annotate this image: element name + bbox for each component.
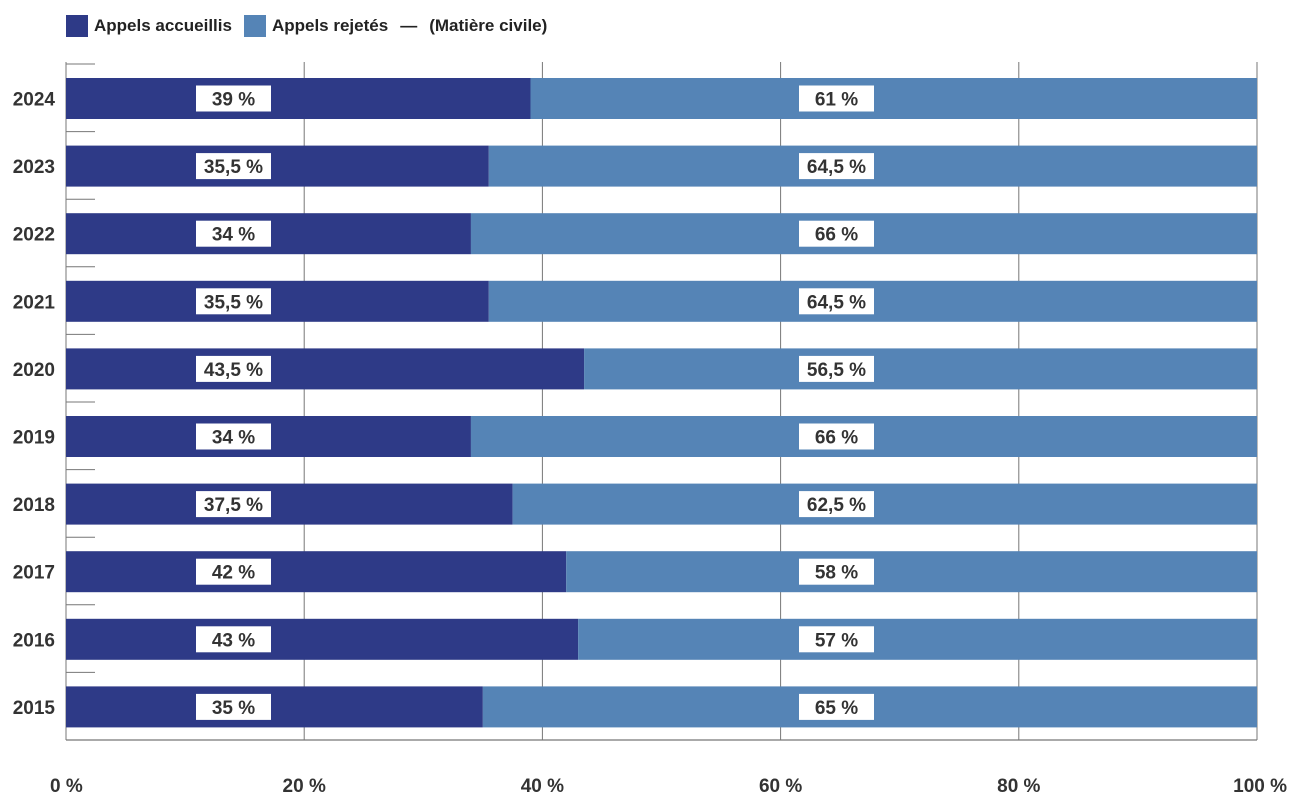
y-tick-label: 2015 xyxy=(13,698,56,719)
legend-note: (Matière civile) xyxy=(429,16,548,35)
bar-rejetes xyxy=(512,483,1257,525)
data-label-bg xyxy=(799,423,874,450)
chart-legend: Appels accueillis Appels rejetés — (Mati… xyxy=(66,14,559,38)
legend-separator: — xyxy=(400,16,418,35)
bar-accueillis xyxy=(66,348,585,390)
data-label-bg xyxy=(799,693,874,720)
data-label-accueillis: 39 % xyxy=(212,90,255,111)
bar-accueillis xyxy=(66,618,579,660)
data-label-bg xyxy=(799,491,874,518)
bar-accueillis xyxy=(66,686,483,728)
y-tick-label: 2016 xyxy=(13,630,55,651)
bar-rejetes xyxy=(578,618,1257,660)
data-label-accueillis: 35,5 % xyxy=(204,157,263,178)
bar-accueillis xyxy=(66,78,531,119)
data-label-rejetes: 64,5 % xyxy=(807,157,866,178)
data-label-accueillis: 37,5 % xyxy=(204,495,263,516)
legend-label-accueillis: Appels accueillis xyxy=(94,16,232,35)
data-label-bg xyxy=(799,153,874,180)
x-tick-label: 80 % xyxy=(997,776,1040,796)
data-label-bg xyxy=(799,85,874,112)
data-label-bg xyxy=(196,558,271,585)
legend-label-rejetes: Appels rejetés xyxy=(271,16,389,35)
data-label-bg xyxy=(799,626,874,653)
data-label-bg xyxy=(196,220,271,247)
bar-accueillis xyxy=(66,280,489,322)
bar-accueillis xyxy=(66,551,567,593)
data-label-bg xyxy=(196,693,271,720)
x-tick-label: 60 % xyxy=(759,776,802,796)
y-tick-label: 2020 xyxy=(13,360,55,381)
data-label-rejetes: 64,5 % xyxy=(807,292,866,313)
data-label-bg xyxy=(799,220,874,247)
legend-swatch-accueillis xyxy=(66,15,88,37)
data-label-rejetes: 65 % xyxy=(815,698,858,719)
x-tick-label: 20 % xyxy=(283,776,326,796)
data-label-rejetes: 62,5 % xyxy=(807,495,866,516)
data-label-rejetes: 57 % xyxy=(815,630,858,651)
y-tick-label: 2024 xyxy=(13,90,56,111)
y-tick-label: 2022 xyxy=(13,225,55,246)
data-label-bg xyxy=(799,355,874,382)
bar-rejetes xyxy=(530,78,1257,119)
data-label-accueillis: 43,5 % xyxy=(204,360,263,381)
y-tick-label: 2019 xyxy=(13,428,55,449)
data-label-accueillis: 34 % xyxy=(212,428,255,449)
data-label-accueillis: 35,5 % xyxy=(204,292,263,313)
data-label-bg xyxy=(799,558,874,585)
data-label-rejetes: 58 % xyxy=(815,563,858,584)
data-label-bg xyxy=(196,288,271,315)
bar-rejetes xyxy=(566,551,1257,593)
data-label-bg xyxy=(799,288,874,315)
y-tick-label: 2023 xyxy=(13,157,55,178)
y-tick-label: 2021 xyxy=(13,292,56,313)
data-label-rejetes: 61 % xyxy=(815,90,858,111)
legend-swatch-rejetes xyxy=(243,15,266,37)
y-tick-label: 2017 xyxy=(13,563,55,584)
data-label-accueillis: 34 % xyxy=(212,225,255,246)
x-tick-label: 100 % xyxy=(1233,776,1287,796)
legend-item-rejetes: Appels rejetés xyxy=(243,15,389,37)
data-label-bg xyxy=(196,423,271,450)
data-label-rejetes: 56,5 % xyxy=(807,360,866,381)
data-label-rejetes: 66 % xyxy=(815,428,858,449)
legend-item-accueillis: Appels accueillis xyxy=(66,15,232,37)
data-label-accueillis: 43 % xyxy=(212,630,255,651)
bar-accueillis xyxy=(66,145,489,187)
bar-accueillis xyxy=(66,483,513,525)
data-label-accueillis: 35 % xyxy=(212,698,255,719)
x-tick-label: 0 % xyxy=(50,776,83,796)
data-label-bg xyxy=(196,153,271,180)
data-label-accueillis: 42 % xyxy=(212,563,255,584)
x-tick-label: 40 % xyxy=(521,776,564,796)
data-label-bg xyxy=(196,355,271,382)
data-label-rejetes: 66 % xyxy=(815,225,858,246)
data-label-bg xyxy=(196,85,271,112)
bar-rejetes xyxy=(584,348,1257,390)
data-label-bg xyxy=(196,626,271,653)
y-tick-label: 2018 xyxy=(13,495,55,516)
data-label-bg xyxy=(196,491,271,518)
